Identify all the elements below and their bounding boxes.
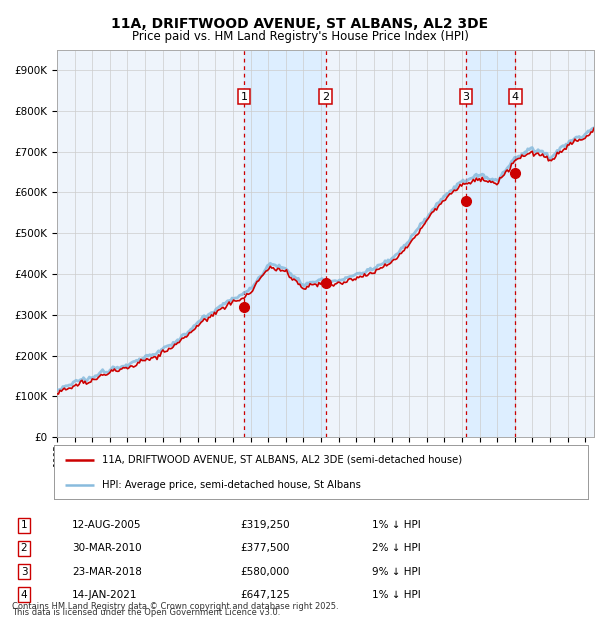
- Text: This data is licensed under the Open Government Licence v3.0.: This data is licensed under the Open Gov…: [12, 608, 280, 618]
- Text: Price paid vs. HM Land Registry's House Price Index (HPI): Price paid vs. HM Land Registry's House …: [131, 30, 469, 43]
- Text: 2% ↓ HPI: 2% ↓ HPI: [372, 544, 421, 554]
- Text: 9% ↓ HPI: 9% ↓ HPI: [372, 567, 421, 577]
- Text: 2: 2: [20, 544, 28, 554]
- Text: 14-JAN-2021: 14-JAN-2021: [72, 590, 137, 600]
- Text: 4: 4: [20, 590, 28, 600]
- Text: 3: 3: [20, 567, 28, 577]
- Text: 11A, DRIFTWOOD AVENUE, ST ALBANS, AL2 3DE (semi-detached house): 11A, DRIFTWOOD AVENUE, ST ALBANS, AL2 3D…: [102, 455, 462, 465]
- Text: 3: 3: [463, 92, 469, 102]
- Text: £580,000: £580,000: [240, 567, 289, 577]
- Text: 1% ↓ HPI: 1% ↓ HPI: [372, 520, 421, 530]
- Text: 1% ↓ HPI: 1% ↓ HPI: [372, 590, 421, 600]
- Text: 23-MAR-2018: 23-MAR-2018: [72, 567, 142, 577]
- Text: 12-AUG-2005: 12-AUG-2005: [72, 520, 142, 530]
- Text: 11A, DRIFTWOOD AVENUE, ST ALBANS, AL2 3DE: 11A, DRIFTWOOD AVENUE, ST ALBANS, AL2 3D…: [112, 17, 488, 32]
- Text: 1: 1: [241, 92, 247, 102]
- Text: 2: 2: [322, 92, 329, 102]
- Text: £377,500: £377,500: [240, 544, 290, 554]
- Text: HPI: Average price, semi-detached house, St Albans: HPI: Average price, semi-detached house,…: [102, 480, 361, 490]
- Text: 30-MAR-2010: 30-MAR-2010: [72, 544, 142, 554]
- Bar: [244, 50, 325, 437]
- Bar: [466, 50, 515, 437]
- Text: 4: 4: [512, 92, 519, 102]
- Text: Contains HM Land Registry data © Crown copyright and database right 2025.: Contains HM Land Registry data © Crown c…: [12, 601, 338, 611]
- Text: 1: 1: [20, 520, 28, 530]
- Text: £319,250: £319,250: [240, 520, 290, 530]
- Text: £647,125: £647,125: [240, 590, 290, 600]
